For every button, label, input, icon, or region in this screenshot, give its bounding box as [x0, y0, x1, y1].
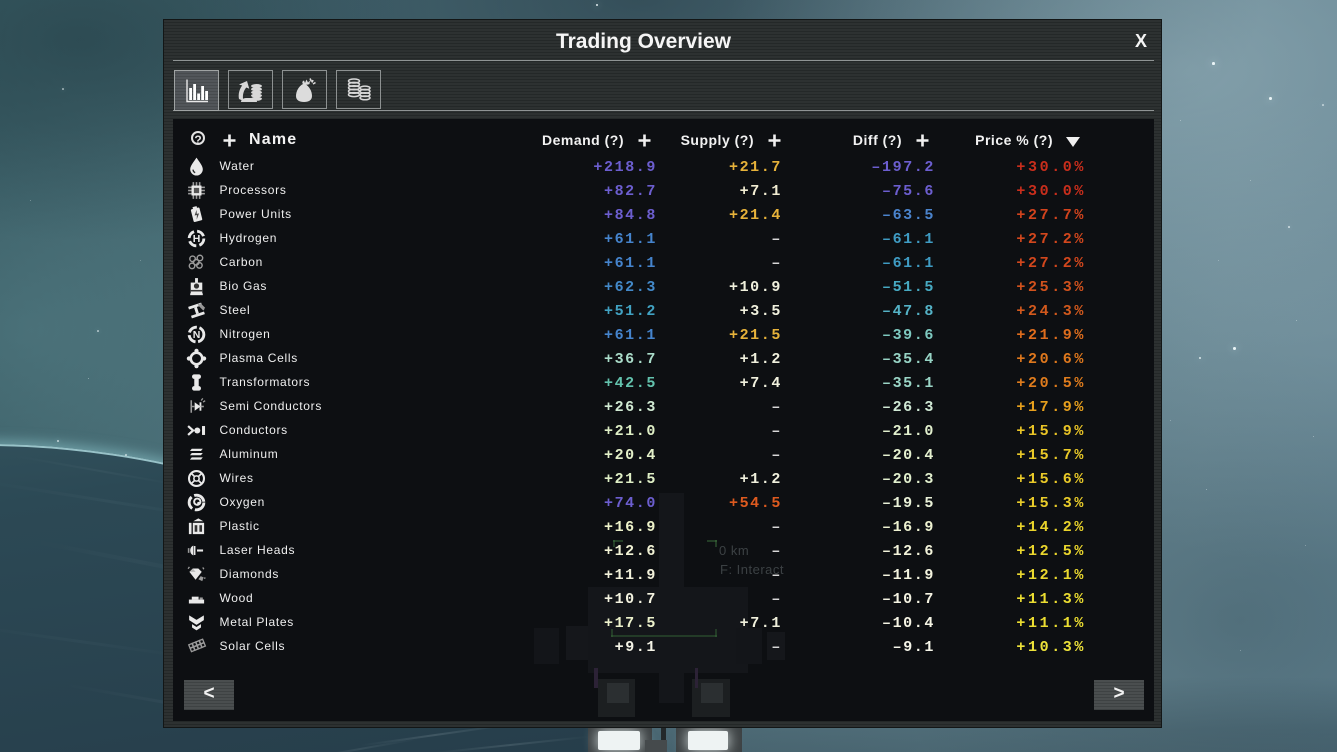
svg-text:N: N [193, 329, 201, 341]
svg-text:H: H [193, 233, 201, 245]
